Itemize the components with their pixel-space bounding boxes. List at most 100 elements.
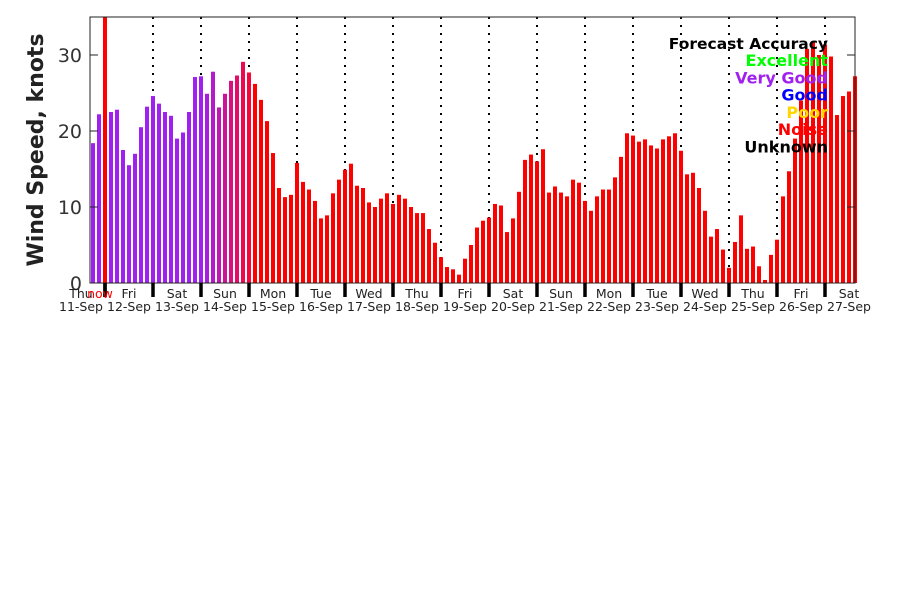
day-date-label: 27-Sep (827, 299, 871, 314)
day-name-label: Sat (167, 286, 188, 301)
bar (781, 196, 785, 283)
bars (91, 17, 857, 284)
bar (217, 107, 221, 283)
bar (655, 148, 659, 283)
day-date-label: 21-Sep (539, 299, 583, 314)
bar (667, 136, 671, 283)
bar (355, 185, 359, 283)
bar (613, 177, 617, 283)
bar (697, 188, 701, 283)
day-date-label: 19-Sep (443, 299, 487, 314)
bar (589, 210, 593, 283)
bar (727, 267, 731, 283)
bar (745, 248, 749, 283)
day-name-label: Wed (691, 286, 718, 301)
bar (769, 254, 773, 283)
bar (235, 75, 239, 284)
day-name-label: Fri (458, 286, 473, 301)
day-name-label: Wed (355, 286, 382, 301)
bar (811, 41, 815, 283)
bar (583, 200, 587, 283)
day-date-label: 18-Sep (395, 299, 439, 314)
bar (163, 112, 167, 283)
day-name-label: Sun (549, 286, 573, 301)
bar (169, 115, 173, 283)
now-label: now (87, 286, 113, 301)
bar (433, 242, 437, 283)
day-date-label: 15-Sep (251, 299, 295, 314)
bar (595, 196, 599, 283)
bar (841, 96, 845, 283)
bar (577, 182, 581, 283)
legend-item-noise: Noise (778, 120, 828, 139)
bar (271, 153, 275, 283)
bar (145, 106, 149, 284)
day-date-label: 23-Sep (635, 299, 679, 314)
bar (361, 188, 365, 283)
day-date-label: 25-Sep (731, 299, 775, 314)
bar (523, 159, 527, 283)
now-marker (103, 17, 107, 283)
bar (397, 194, 401, 283)
bar (421, 213, 425, 283)
day-date-label: 11-Sep (59, 299, 103, 314)
bar (199, 76, 203, 283)
bar (253, 83, 257, 283)
bar (559, 192, 563, 283)
bar (709, 236, 713, 283)
bar (739, 215, 743, 283)
bar (109, 112, 113, 283)
bar (481, 220, 485, 283)
bar (457, 274, 461, 283)
day-date-label: 12-Sep (107, 299, 151, 314)
day-name-label: Tue (309, 286, 332, 301)
day-name-label: Thu (404, 286, 428, 301)
bar (541, 149, 545, 283)
bar (451, 269, 455, 283)
bar (637, 141, 641, 283)
day-date-label: 22-Sep (587, 299, 631, 314)
bar (823, 44, 827, 283)
bar (505, 232, 509, 283)
bar (205, 93, 209, 283)
bar (379, 198, 383, 283)
day-date-label: 20-Sep (491, 299, 535, 314)
day-date-label: 13-Sep (155, 299, 199, 314)
bar (649, 145, 653, 283)
day-name-label: Thu (740, 286, 764, 301)
bar (715, 229, 719, 283)
bar (445, 267, 449, 283)
y-axis: 0 10 20 30 (58, 45, 855, 295)
bar (619, 156, 623, 283)
bar (391, 203, 395, 283)
bar (133, 153, 137, 283)
day-date-label: 17-Sep (347, 299, 391, 314)
bar (91, 143, 95, 283)
bar (661, 139, 665, 283)
bar (817, 55, 821, 283)
bar (157, 103, 161, 283)
bar (835, 115, 839, 283)
bar (475, 227, 479, 283)
bar (187, 112, 191, 283)
bar (181, 132, 185, 283)
bar (307, 189, 311, 283)
day-name-label: Sun (213, 286, 237, 301)
bar (409, 207, 413, 283)
bar (247, 72, 251, 283)
bar (193, 77, 197, 283)
day-name-label: Mon (260, 286, 286, 301)
bar (439, 257, 443, 283)
bar (529, 154, 533, 283)
day-date-label: 14-Sep (203, 299, 247, 314)
bar (751, 246, 755, 283)
day-name-label: Tue (645, 286, 668, 301)
bar (805, 48, 809, 283)
bar (139, 127, 143, 283)
bar (571, 179, 575, 283)
bar (703, 210, 707, 283)
bar (241, 61, 245, 284)
bar (535, 161, 539, 283)
bar (175, 138, 179, 283)
